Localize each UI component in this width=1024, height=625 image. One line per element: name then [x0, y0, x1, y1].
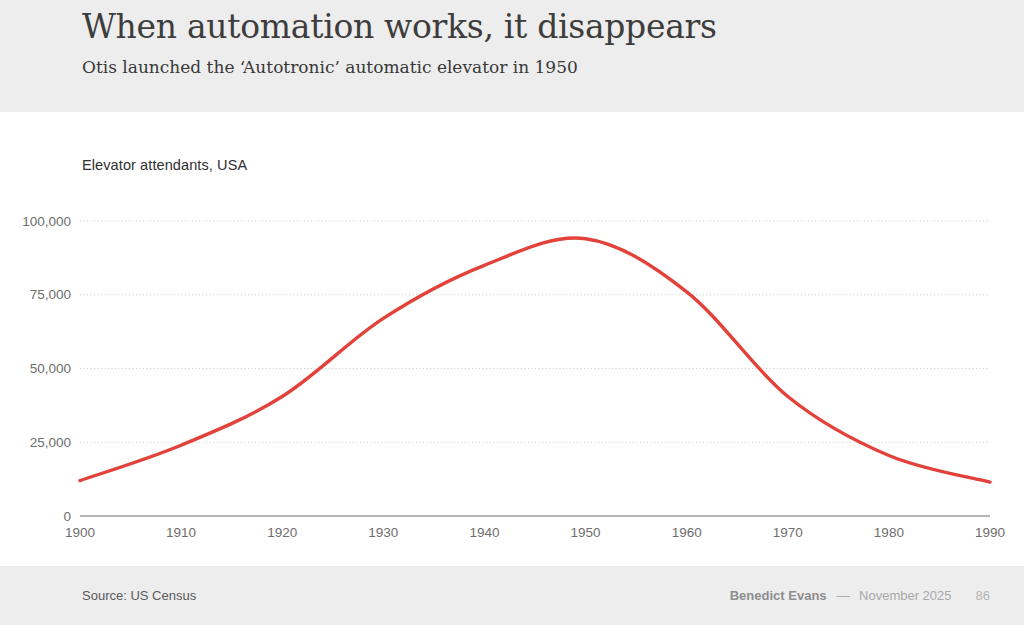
x-tick-label: 1940 — [469, 525, 499, 540]
x-tick-label: 1920 — [267, 525, 297, 540]
slide-header: When automation works, it disappears Oti… — [0, 0, 1024, 112]
author-name: Benedict Evans — [730, 588, 827, 603]
footer-dash: –– — [837, 588, 849, 603]
x-tick-label: 1960 — [672, 525, 702, 540]
x-tick-label: 1970 — [773, 525, 803, 540]
slide-title: When automation works, it disappears — [82, 7, 1024, 46]
trend-line — [80, 238, 990, 482]
y-tick-label: 25,000 — [30, 435, 71, 450]
x-tick-label: 1930 — [368, 525, 398, 540]
page-number: 86 — [976, 588, 990, 603]
slide-subtitle: Otis launched the ‘Autotronic’ automatic… — [82, 57, 1024, 77]
y-tick-label: 100,000 — [22, 214, 71, 229]
line-chart: 0 25,000 50,000 75,000 100,000 1900 1910 1920 19… — [0, 190, 1024, 550]
x-tick-label: 1950 — [571, 525, 601, 540]
chart-title: Elevator attendants, USA — [82, 157, 247, 173]
x-tick-label: 1990 — [975, 525, 1005, 540]
footer-date: November 2025 — [859, 588, 952, 603]
y-tick-label: 75,000 — [30, 287, 71, 302]
footer-credit: Benedict Evans –– November 2025 86 — [730, 588, 990, 603]
y-tick-label: 0 — [63, 509, 71, 524]
x-tick-label: 1980 — [874, 525, 904, 540]
x-tick-label: 1900 — [65, 525, 95, 540]
y-tick-label: 50,000 — [30, 361, 71, 376]
source-note: Source: US Census — [82, 588, 196, 603]
slide: When automation works, it disappears Oti… — [0, 0, 1024, 625]
x-tick-label: 1910 — [166, 525, 196, 540]
slide-footer: Source: US Census Benedict Evans –– Nove… — [0, 566, 1024, 625]
